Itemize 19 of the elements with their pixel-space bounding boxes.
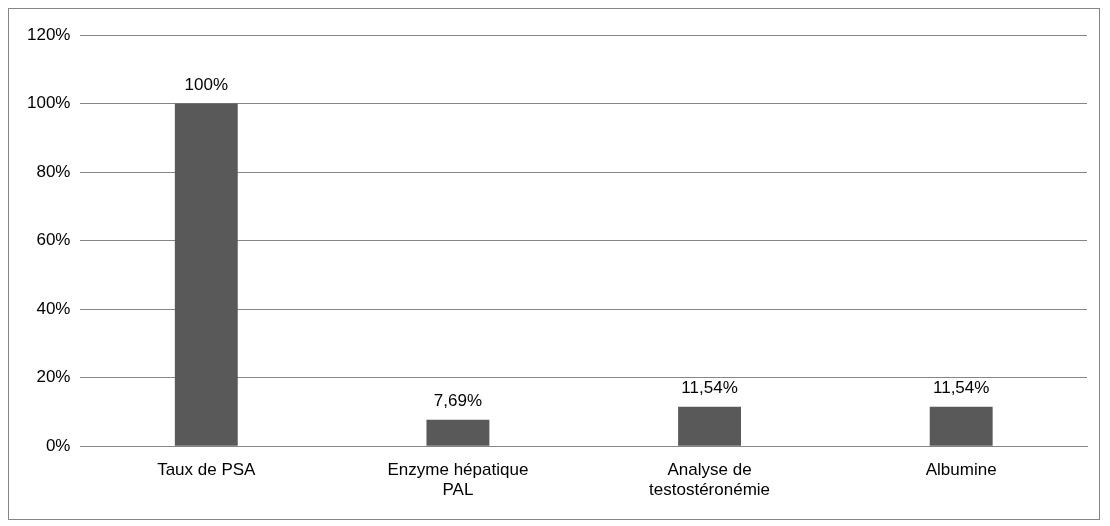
bar: [426, 419, 490, 446]
y-tick-label: 100%: [27, 93, 71, 113]
y-tick-label: 20%: [36, 367, 71, 387]
data-label: 7,69%: [433, 391, 483, 411]
data-label: 100%: [184, 74, 229, 94]
x-tick-label: Analyse de testostéronémie: [649, 460, 771, 500]
x-tick-label: Taux de PSA: [157, 460, 257, 480]
y-tick-label: 120%: [27, 24, 71, 44]
y-tick-label: 40%: [36, 298, 71, 318]
data-label: 11,54%: [681, 377, 738, 397]
x-tick-label: Albumine: [925, 460, 997, 480]
y-tick-label: 0%: [45, 435, 71, 455]
bar: [929, 406, 993, 446]
y-tick-label: 60%: [36, 230, 71, 250]
bar: [678, 406, 742, 446]
y-tick-label: 80%: [36, 161, 71, 181]
data-label: 11,54%: [932, 377, 990, 397]
bar: [174, 103, 238, 446]
x-tick-label: Enzyme hépatique PAL: [387, 460, 529, 500]
